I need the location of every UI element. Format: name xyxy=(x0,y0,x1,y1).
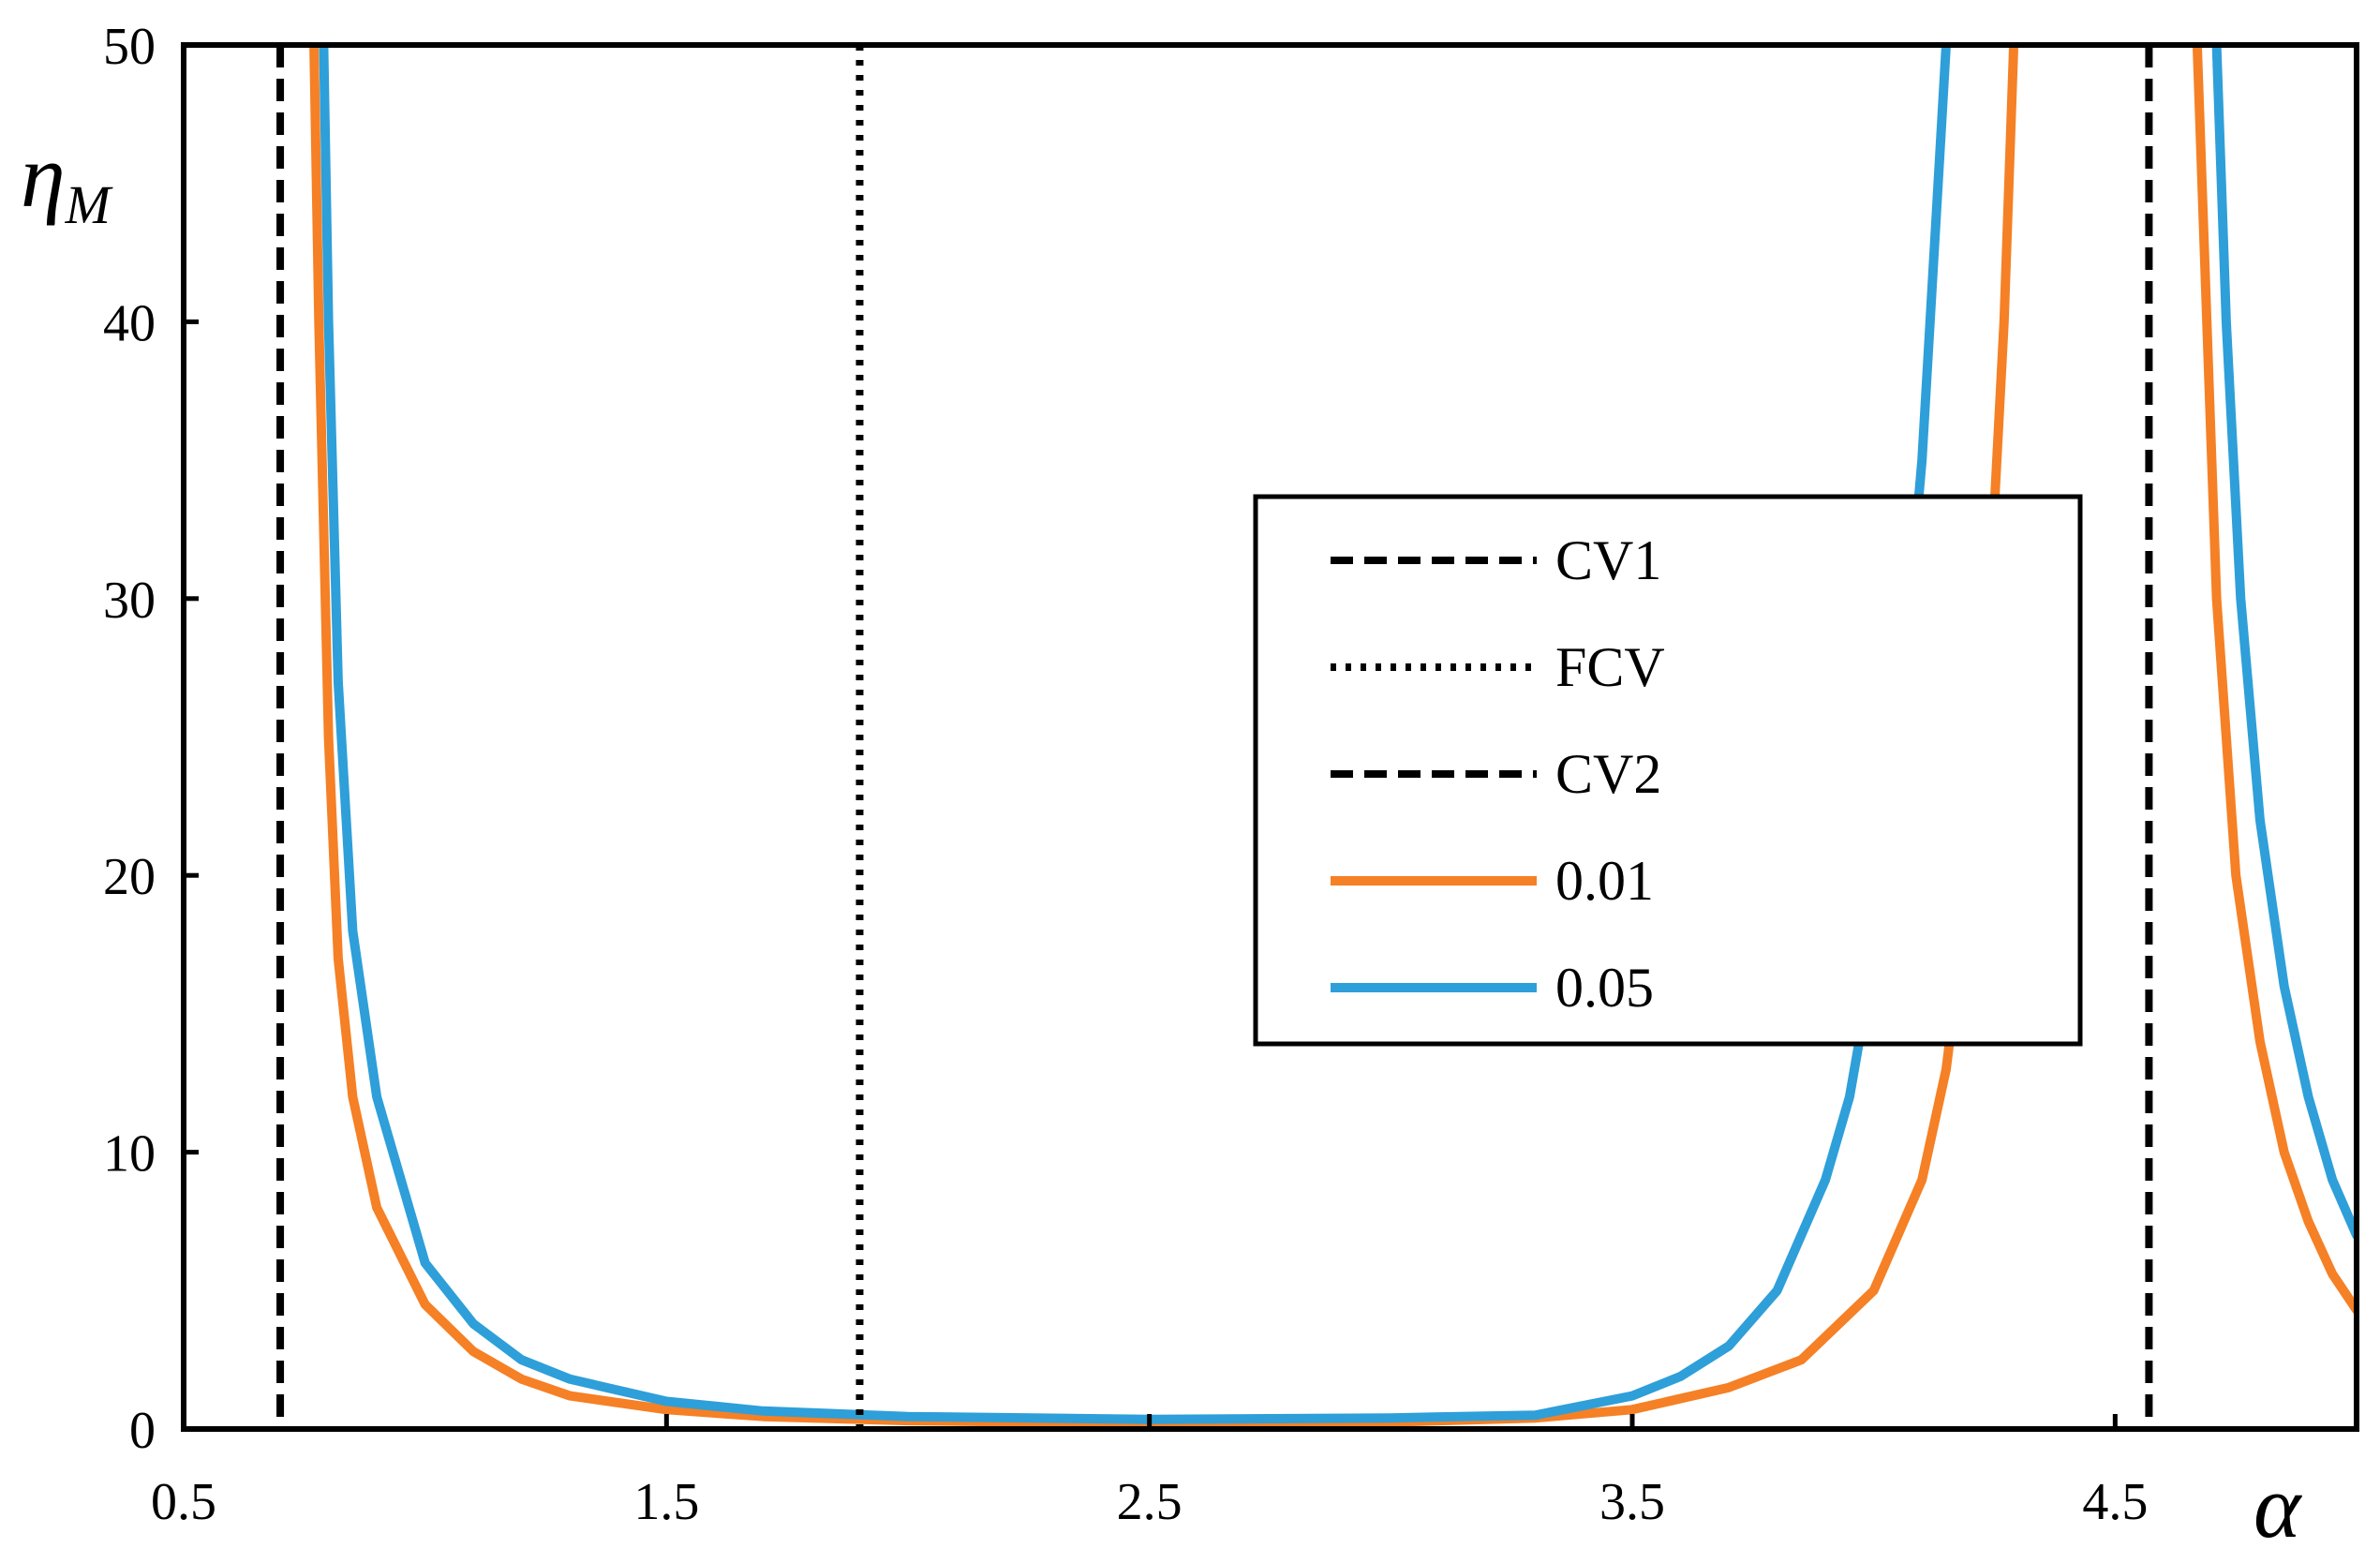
legend-label: CV2 xyxy=(1555,743,1661,805)
ticks: 0.5 1.5 2.5 3.5 4.5 0 10 20 30 40 50 xyxy=(103,18,2148,1531)
legend-label: CV1 xyxy=(1555,529,1661,591)
plot-frame xyxy=(181,42,2359,1432)
y-axis-subscript: M xyxy=(65,174,113,235)
x-tick-label: 3.5 xyxy=(1599,1473,1665,1531)
y-axis-symbol: η xyxy=(21,126,66,226)
series-0.01-line-2 xyxy=(2192,45,2357,1315)
y-tick-label: 30 xyxy=(103,572,156,630)
x-tick-label: 2.5 xyxy=(1117,1473,1183,1531)
legend-label: 0.01 xyxy=(1555,850,1654,912)
reference-lines xyxy=(276,45,2153,1429)
y-tick-label: 20 xyxy=(103,848,156,906)
y-tick-label: 0 xyxy=(129,1402,156,1460)
series-layer xyxy=(309,45,2357,1429)
series-0.05-line-2 xyxy=(2211,45,2357,1241)
y-tick-label: 40 xyxy=(103,294,156,352)
y-tick-label: 10 xyxy=(103,1125,156,1183)
legend-label: 0.05 xyxy=(1555,957,1654,1019)
x-tick-label: 4.5 xyxy=(2082,1473,2148,1531)
legend-label: FCV xyxy=(1555,636,1665,698)
x-tick-label: 1.5 xyxy=(633,1473,699,1531)
y-axis-label: ηM xyxy=(21,126,113,235)
x-tick-label: 0.5 xyxy=(151,1473,216,1531)
x-axis-label: α xyxy=(2254,1456,2302,1556)
y-tick-label: 50 xyxy=(103,18,156,76)
legend: CV1 FCV CV2 0.01 0.05 xyxy=(1253,494,2083,1047)
legend-box xyxy=(1253,494,2083,1047)
